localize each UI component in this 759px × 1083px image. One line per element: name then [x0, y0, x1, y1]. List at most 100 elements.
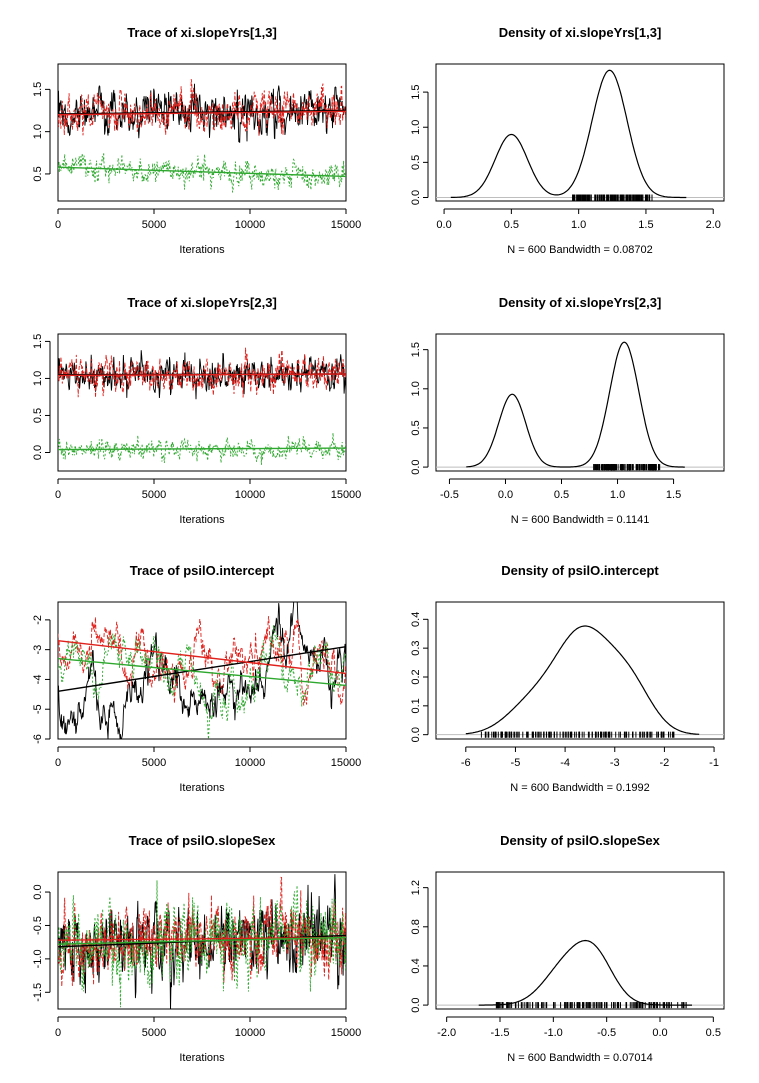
x-tick-label: 0.5	[706, 1027, 721, 1039]
y-tick-label: -4	[32, 675, 44, 685]
y-tick-label: 0.5	[410, 420, 422, 435]
y-tick-label: 1.5	[32, 334, 44, 349]
x-tick-label: -5	[511, 757, 521, 769]
y-tick-label: 0.4	[410, 958, 422, 973]
x-tick-label: 1.0	[571, 219, 586, 231]
y-tick-label: 0.5	[32, 166, 44, 181]
plot-frame	[435, 601, 725, 740]
x-tick-label: 0.5	[554, 489, 569, 501]
density-rug	[593, 464, 661, 471]
y-tick-label: 1.5	[410, 84, 422, 99]
trace-series-line	[58, 432, 346, 465]
x-tick-label: 0.0	[436, 219, 451, 231]
trace-trend-line	[57, 447, 347, 451]
x-tick-label: -2.0	[437, 1027, 456, 1039]
y-tick-label: 1.5	[410, 342, 422, 357]
density-caption: N = 600 Bandwidth = 0.1992	[510, 782, 649, 794]
trace-series-line	[58, 602, 346, 739]
x-tick-label: 5000	[142, 1027, 166, 1039]
trace-trend-line	[57, 936, 347, 945]
x-axis-label: Iterations	[179, 782, 225, 794]
plot-frame	[435, 63, 725, 202]
x-tick-label: -3	[610, 757, 620, 769]
x-tick-label: 5000	[142, 489, 166, 501]
y-tick-label: 0.0	[410, 190, 422, 205]
x-tick-label: -4	[560, 757, 570, 769]
trace-plot: Trace of xi.slopeYrs[1,3] 0 5000 10000 15000…	[32, 25, 361, 256]
y-tick-label: -1.5	[32, 983, 44, 1002]
chart-title: Trace of psilO.intercept	[130, 563, 275, 578]
y-tick-label: 0.0	[32, 884, 44, 899]
density-caption: N = 600 Bandwidth = 0.1141	[511, 514, 650, 526]
density-caption: N = 600 Bandwidth = 0.07014	[507, 1052, 653, 1064]
x-tick-label: 0	[55, 1027, 61, 1039]
x-tick-label: 15000	[331, 757, 362, 769]
y-tick-label: 0.2	[410, 669, 422, 684]
trace-trend-line	[57, 109, 347, 115]
x-tick-label: 0	[55, 757, 61, 769]
x-tick-label: 0.0	[498, 489, 513, 501]
x-tick-label: -1.0	[544, 1027, 563, 1039]
x-tick-label: 10000	[235, 1027, 266, 1039]
y-tick-label: 0.0	[410, 459, 422, 474]
trace-plot: Trace of xi.slopeYrs[2,3] 0 5000 10000 15000…	[32, 295, 361, 526]
x-axis-label: Iterations	[179, 244, 225, 256]
chart-title: Trace of xi.slopeYrs[2,3]	[127, 295, 277, 310]
density-curve	[465, 625, 700, 735]
chart-title: Density of xi.slopeYrs[1,3]	[499, 25, 662, 40]
x-tick-label: 2.0	[706, 219, 721, 231]
y-tick-label: 0.3	[410, 640, 422, 655]
y-tick-label: 1.0	[410, 120, 422, 135]
y-tick-label: 0.5	[410, 155, 422, 170]
trace-plot: Trace of psilO.slopeSex 0 5000 10000 15000 -1…	[32, 833, 361, 1064]
x-tick-label: -1	[709, 757, 719, 769]
density-rug	[480, 731, 675, 738]
y-tick-label: 1.2	[410, 880, 422, 895]
y-tick-label: 1.0	[32, 124, 44, 139]
trace-series-line	[58, 347, 346, 398]
plot-frame	[57, 601, 347, 740]
density-curve	[450, 69, 687, 199]
y-tick-label: 0.8	[410, 919, 422, 934]
x-tick-label: 0.0	[652, 1027, 667, 1039]
x-tick-label: 15000	[331, 219, 362, 231]
y-tick-label: -3	[32, 645, 44, 655]
chart-title: Density of psilO.slopeSex	[500, 833, 660, 848]
y-tick-label: -1.0	[32, 949, 44, 968]
y-tick-label: -6	[32, 734, 44, 744]
x-tick-label: -0.5	[440, 489, 459, 501]
x-tick-label: 10000	[235, 489, 266, 501]
chart-title: Trace of psilO.slopeSex	[129, 833, 276, 848]
x-tick-label: 1.5	[666, 489, 681, 501]
chart-title: Density of xi.slopeYrs[2,3]	[499, 295, 662, 310]
y-tick-label: 1.0	[32, 371, 44, 386]
x-tick-label: 0	[55, 219, 61, 231]
trace-plot: Trace of psilO.intercept 0 5000 10000 15000 -…	[32, 563, 361, 794]
x-axis-label: Iterations	[179, 1052, 225, 1064]
y-tick-label: 0.0	[410, 727, 422, 742]
x-tick-label: 5000	[142, 219, 166, 231]
x-tick-label: 5000	[142, 757, 166, 769]
x-tick-label: 10000	[235, 757, 266, 769]
density-rug	[495, 1002, 687, 1009]
x-tick-label: 15000	[331, 1027, 362, 1039]
trace-trend-line	[57, 110, 347, 116]
density-caption: N = 600 Bandwidth = 0.08702	[507, 244, 653, 256]
trace-series-line	[58, 880, 346, 1008]
y-tick-label: 1.5	[32, 82, 44, 97]
density-rug	[572, 194, 653, 201]
trace-series-line	[58, 152, 346, 193]
x-axis-label: Iterations	[179, 514, 225, 526]
x-tick-label: 1.0	[610, 489, 625, 501]
trace-series-line	[58, 616, 346, 706]
density-plot: Density of psilO.slopeSex -2.0 -1.5 -1.0 -0.…	[410, 833, 725, 1064]
trace-trend-line	[57, 657, 347, 687]
plot-frame	[57, 333, 347, 472]
x-tick-label: 15000	[331, 489, 362, 501]
trace-series-line	[58, 79, 346, 136]
y-tick-label: 0.0	[32, 445, 44, 460]
trace-trend-line	[57, 645, 347, 693]
y-tick-label: 1.0	[410, 381, 422, 396]
x-tick-label: -0.5	[597, 1027, 616, 1039]
trace-trend-line	[57, 640, 347, 675]
